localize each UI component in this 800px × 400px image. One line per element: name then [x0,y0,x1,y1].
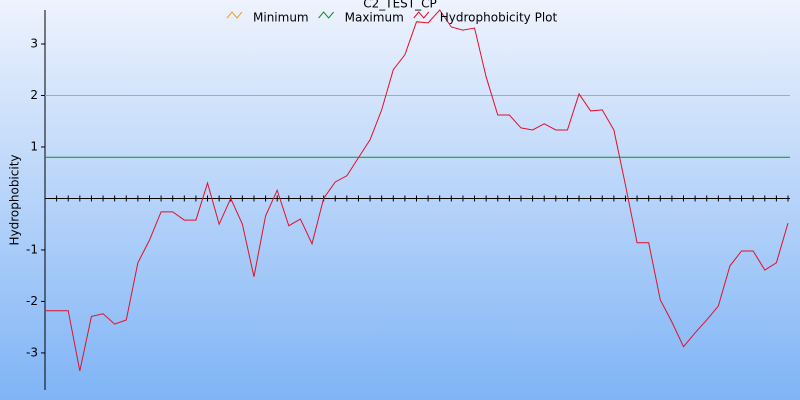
y-tick-label: -1 [26,242,38,256]
y-tick-label: -2 [26,294,38,308]
legend-label: Hydrophobicity Plot [440,11,558,25]
legend-icon [226,11,243,19]
chart-title: C2_TEST_CP [363,0,437,11]
data-line [45,9,789,372]
legend-icon [318,11,335,19]
y-tick-label: 3 [30,36,38,50]
y-tick-label: -3 [26,345,38,359]
y-tick-label: 1 [30,139,38,153]
legend-icon [413,11,430,19]
y-tick-label: 2 [30,88,38,102]
legend-label: Maximum [345,11,404,25]
legend-label: Minimum [253,11,309,25]
y-axis-label: Hydrophobicity [8,154,22,245]
